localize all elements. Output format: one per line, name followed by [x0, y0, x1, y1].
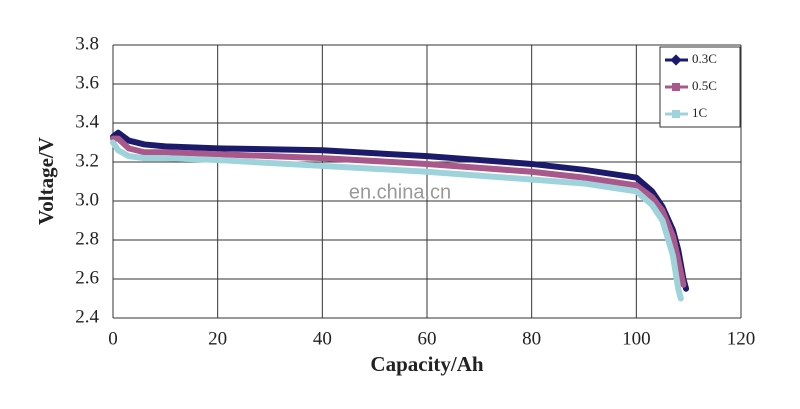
y-axis-title: Voltage/V	[34, 137, 58, 225]
x-tick-label: 80	[522, 328, 541, 349]
x-tick-label: 120	[727, 328, 756, 349]
y-tick-label: 3.0	[75, 189, 99, 210]
y-tick-label: 3.4	[75, 111, 99, 132]
x-tick-label: 40	[313, 328, 332, 349]
x-tick-label: 0	[108, 328, 118, 349]
y-tick-label: 3.6	[75, 72, 99, 93]
y-tick-label: 2.4	[75, 306, 99, 327]
series-line	[110, 135, 687, 288]
y-tick-label: 2.6	[75, 267, 99, 288]
watermark: en.china.cn	[349, 181, 451, 203]
x-tick-label: 20	[208, 328, 227, 349]
y-tick-label: 3.8	[75, 33, 99, 54]
y-tick-label: 2.8	[75, 228, 99, 249]
series-line	[110, 139, 684, 302]
x-tick-label: 60	[418, 328, 437, 349]
legend-label: 1C	[692, 105, 707, 120]
x-axis-title: Capacity/Ah	[370, 352, 483, 376]
x-tick-label: 100	[622, 328, 651, 349]
legend-label: 0.3C	[692, 51, 717, 66]
legend-marker	[672, 83, 680, 91]
y-tick-label: 3.2	[75, 150, 99, 171]
legend-marker	[672, 110, 680, 118]
legend-label: 0.5C	[692, 78, 717, 93]
legend-marker	[670, 54, 682, 66]
